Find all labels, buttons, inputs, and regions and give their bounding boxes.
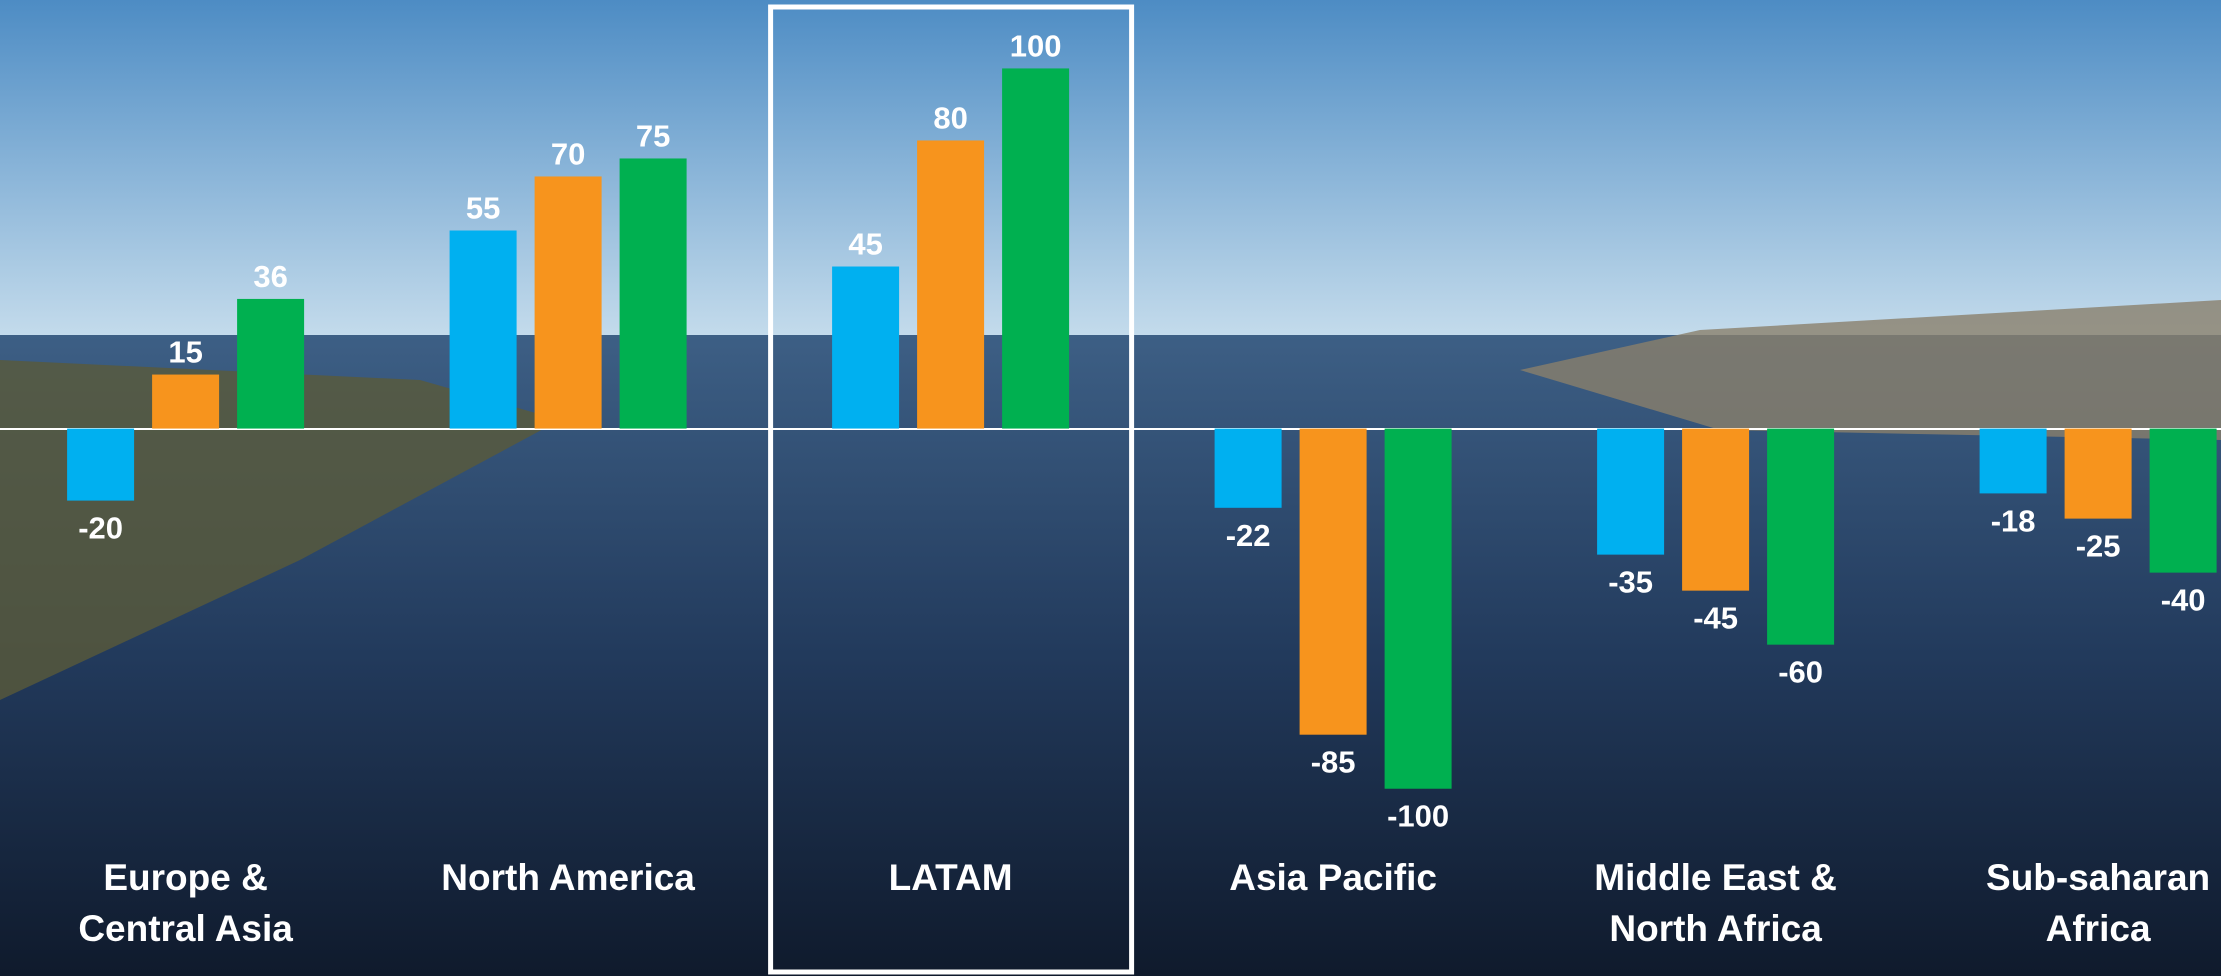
value-label: -20 (78, 511, 123, 546)
category-label: Sub-saharan Africa (1986, 857, 2211, 949)
category-label: Europe & Central Asia (78, 857, 293, 949)
value-label: 100 (1010, 28, 1062, 63)
value-label: -25 (2076, 529, 2121, 564)
background-land (0, 360, 560, 700)
bar (1979, 428, 2047, 494)
background-sky (0, 0, 2221, 340)
bar (1682, 428, 1750, 591)
value-label: -35 (1608, 565, 1653, 600)
value-label: -100 (1387, 799, 1449, 834)
bar (1299, 428, 1367, 735)
value-label: -18 (1991, 503, 2036, 538)
bar (1384, 428, 1452, 789)
value-label: -22 (1226, 518, 1271, 553)
bar (67, 428, 135, 501)
value-label: 80 (933, 100, 967, 135)
category-label: LATAM (888, 857, 1013, 898)
bar (917, 140, 985, 429)
highlight-box (768, 4, 1135, 975)
bar (2149, 428, 2217, 573)
bar (1597, 428, 1665, 555)
value-label: -60 (1778, 655, 1823, 690)
value-label: 45 (848, 227, 882, 262)
bar (534, 176, 602, 429)
bar (237, 298, 305, 429)
bar (1214, 428, 1282, 508)
category-label: Middle East & North Africa (1594, 857, 1837, 949)
value-label: 55 (466, 190, 500, 225)
bar (619, 158, 687, 429)
bar (152, 374, 220, 429)
category-label: North America (441, 857, 695, 898)
value-label: -85 (1311, 745, 1356, 780)
category-label: Asia Pacific (1229, 857, 1437, 898)
value-label: -40 (2161, 583, 2206, 618)
value-label: 70 (551, 136, 585, 171)
background-city (1520, 300, 2221, 440)
value-label: 75 (636, 118, 670, 153)
bar (1002, 68, 1070, 429)
bar (1767, 428, 1835, 645)
bar (2064, 428, 2132, 519)
value-label: 15 (168, 335, 202, 370)
value-label: 36 (253, 259, 287, 294)
value-label: -45 (1693, 601, 1738, 636)
bar (832, 266, 900, 429)
bar (449, 230, 517, 429)
